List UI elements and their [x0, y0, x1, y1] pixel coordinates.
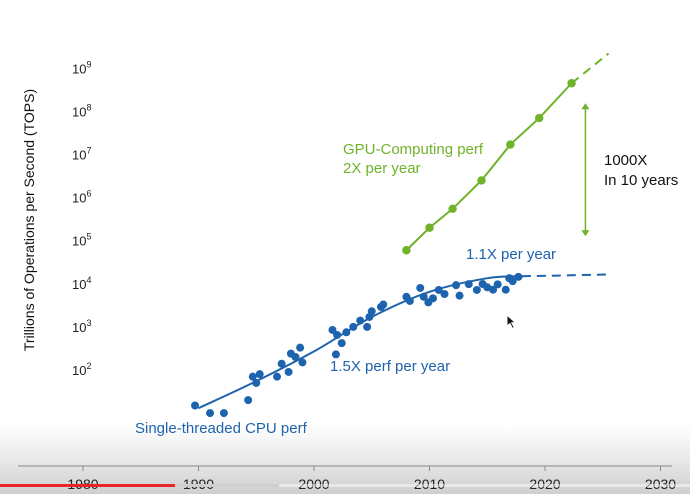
projection-line [570, 52, 610, 85]
x-tick-label: 2000 [298, 476, 329, 492]
annotation-gpu-rate: GPU-Computing perf 2X per year [343, 140, 483, 178]
cpu-trend-line [198, 275, 522, 410]
y-tick-exponent: 8 [86, 102, 91, 112]
y-axis-title-wrap: Trillions of Operations per Second (TOPS… [8, 40, 50, 400]
cpu-data-point [428, 294, 437, 303]
y-tick-label: 109 [72, 59, 91, 76]
cpu-data-point [255, 370, 264, 379]
annotation-gpu-rate-line1: GPU-Computing perf [343, 141, 484, 158]
gpu-data-point [402, 246, 411, 255]
gpu-data-point [506, 140, 515, 149]
gap-arrow-head-top [581, 103, 590, 110]
projection-line [521, 273, 609, 278]
y-tick-base: 10 [72, 234, 86, 249]
y-tick-exponent: 3 [86, 318, 91, 328]
cpu-data-point [244, 396, 253, 405]
mouse-pointer-icon [506, 314, 517, 330]
cpu-data-point [252, 378, 261, 387]
x-tick-label: 2020 [529, 476, 560, 492]
cpu-data-point [291, 353, 300, 362]
cpu-data-point [219, 409, 228, 418]
cpu-data-point [277, 359, 286, 368]
cpu-data-point [273, 372, 282, 381]
annotation-gap-line1: 1000X [604, 152, 648, 169]
cpu-data-point [514, 272, 523, 281]
y-tick-base: 10 [72, 320, 86, 335]
cpu-data-point [434, 285, 443, 294]
y-tick-exponent: 5 [86, 232, 91, 242]
cpu-data-point [464, 280, 473, 289]
video-played-bar [0, 484, 175, 487]
cpu-data-point [489, 285, 498, 294]
cpu-data-point [296, 343, 305, 352]
annotation-cpu-rate: 1.5X perf per year [330, 358, 451, 375]
annotation-gap: 1000X In 10 years [604, 151, 678, 191]
cpu-data-point [419, 292, 428, 301]
cpu-data-point [405, 296, 414, 305]
video-progress-bar[interactable] [0, 484, 690, 487]
y-tick-label: 104 [72, 275, 91, 292]
cpu-data-point [342, 328, 351, 337]
cpu-data-point [337, 339, 346, 348]
cpu-data-point [493, 280, 502, 289]
cpu-data-point [349, 322, 358, 331]
cpu-data-point [248, 372, 257, 381]
cpu-data-point [331, 350, 340, 359]
cpu-data-point [508, 277, 517, 286]
cpu-data-point [452, 281, 461, 290]
y-tick-label: 106 [72, 189, 91, 206]
cpu-data-point [367, 307, 376, 316]
y-tick-label: 105 [72, 232, 91, 249]
y-tick-base: 10 [72, 148, 86, 163]
annotation-cpu-recent: 1.1X per year [466, 246, 557, 263]
annotation-gpu-rate-line2: 2X per year [343, 160, 421, 177]
y-tick-exponent: 9 [86, 59, 91, 69]
data-points [191, 79, 576, 418]
y-tick-base: 10 [72, 277, 86, 292]
y-tick-base: 10 [72, 191, 86, 206]
y-tick-base: 10 [72, 61, 86, 76]
cpu-data-point [206, 409, 215, 418]
annotation-gap-line2: In 10 years [604, 172, 679, 189]
cpu-data-point [191, 401, 200, 410]
cpu-data-point [356, 316, 365, 325]
gap-arrow [581, 103, 590, 237]
y-tick-exponent: 7 [86, 146, 91, 156]
trend-lines [198, 52, 610, 410]
cpu-data-point [501, 285, 510, 294]
y-tick-exponent: 6 [86, 189, 91, 199]
y-tick-base: 10 [72, 363, 86, 378]
gap-arrow-head-bottom [581, 230, 590, 237]
cpu-data-point [298, 358, 307, 367]
x-tick-label: 2030 [645, 476, 676, 492]
x-axis: 198019902000201020202030 [18, 465, 676, 492]
gpu-data-point [448, 204, 457, 213]
gpu-data-point [425, 223, 434, 232]
y-tick-exponent: 4 [86, 275, 91, 285]
y-axis-title: Trillions of Operations per Second (TOPS… [21, 88, 38, 352]
cpu-data-point [379, 300, 388, 309]
cpu-data-point [333, 330, 342, 339]
cpu-data-point [440, 289, 449, 298]
annotation-cpu-label: Single-threaded CPU perf [135, 420, 307, 437]
x-tick-label: 2010 [414, 476, 445, 492]
y-tick-label: 102 [72, 361, 91, 378]
gpu-data-point [477, 176, 486, 185]
y-tick-base: 10 [72, 104, 86, 119]
cpu-data-point [416, 283, 425, 292]
cpu-data-point [284, 367, 293, 376]
cpu-data-point [472, 285, 481, 294]
y-tick-label: 107 [72, 146, 91, 163]
cpu-data-point [363, 322, 372, 331]
gpu-data-point [535, 113, 544, 123]
y-tick-exponent: 2 [86, 361, 91, 371]
y-tick-label: 108 [72, 102, 91, 119]
y-tick-label: 103 [72, 318, 91, 335]
cpu-data-point [455, 291, 464, 300]
gpu-data-point [567, 79, 576, 88]
